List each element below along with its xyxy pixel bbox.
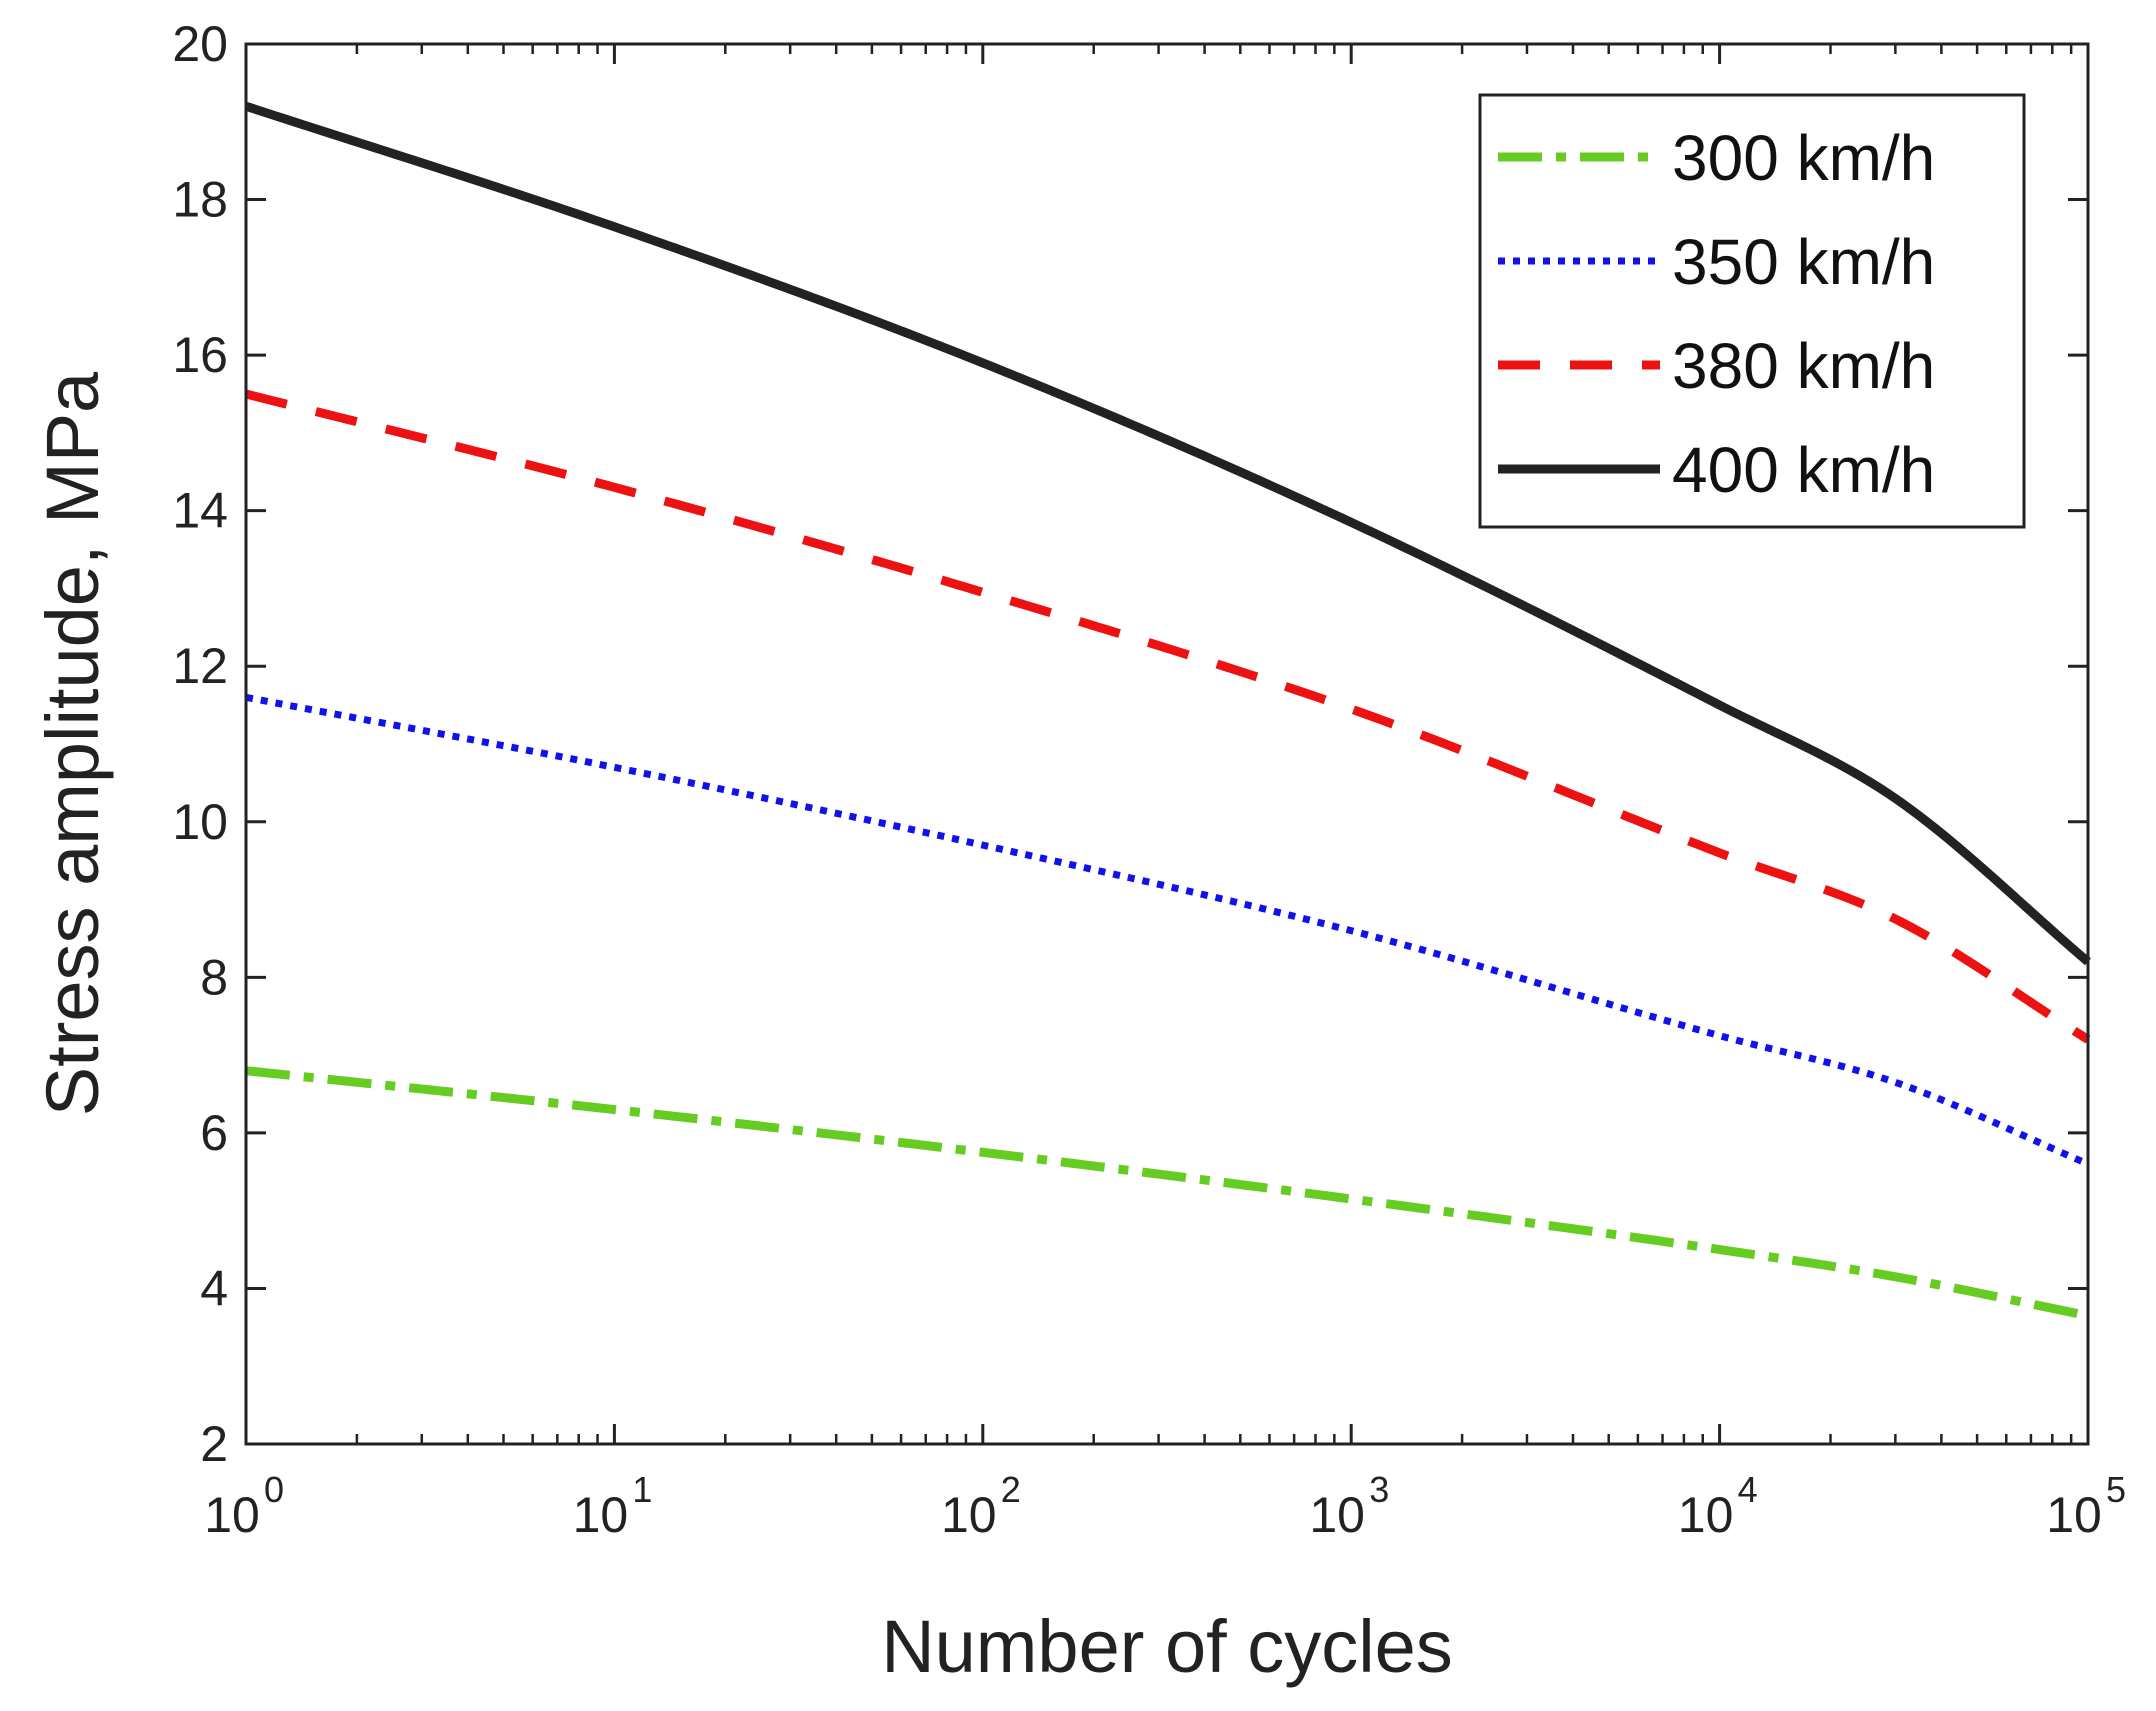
series-line-4 [244, 101, 2091, 966]
series-line-3 [244, 389, 2091, 1044]
y-tick-label: 2 [200, 1416, 228, 1472]
x-tick-exponent: 2 [1001, 1469, 1021, 1510]
legend: 300 km/h 350 km/h 380 km/h 400 km/h [1478, 93, 2026, 529]
x-tick-exponent: 3 [1369, 1469, 1389, 1510]
x-tick-label: 10 [1309, 1487, 1365, 1543]
y-tick-label: 6 [200, 1105, 228, 1161]
legend-label-1: 300 km/h [1672, 122, 1935, 194]
x-tick-label: 10 [2046, 1487, 2102, 1543]
series-layer [244, 101, 2091, 1321]
x-tick-label: 10 [573, 1487, 629, 1543]
x-tick-label: 10 [204, 1487, 260, 1543]
x-tick-exponent: 5 [2106, 1469, 2126, 1510]
y-tick-label: 16 [172, 327, 228, 383]
legend-label-3: 380 km/h [1672, 330, 1935, 402]
x-tick-label: 10 [1678, 1487, 1734, 1543]
series-line-1 [245, 1066, 2089, 1321]
x-axis-title: Number of cycles [881, 1605, 1453, 1688]
legend-label-2: 350 km/h [1672, 226, 1935, 298]
y-tick-label: 8 [200, 949, 228, 1005]
x-tick-exponent: 1 [632, 1469, 652, 1510]
x-tick-label: 10 [941, 1487, 997, 1543]
legend-label-4: 400 km/h [1672, 434, 1935, 506]
y-tick-label: 14 [172, 483, 228, 539]
legend-box [1478, 93, 2026, 529]
y-tick-label: 18 [172, 172, 228, 228]
plot-frame [244, 42, 2090, 1446]
x-tick-exponent: 4 [1738, 1469, 1758, 1510]
y-tick-label: 10 [172, 794, 228, 850]
y-tick-label: 12 [172, 638, 228, 694]
y-tick-label: 4 [200, 1260, 228, 1316]
x-tick-exponent: 0 [264, 1469, 284, 1510]
series-line-2 [245, 693, 2090, 1168]
y-tick-label: 20 [172, 16, 228, 72]
y-axis-title: Stress amplitude, MPa [31, 371, 114, 1116]
